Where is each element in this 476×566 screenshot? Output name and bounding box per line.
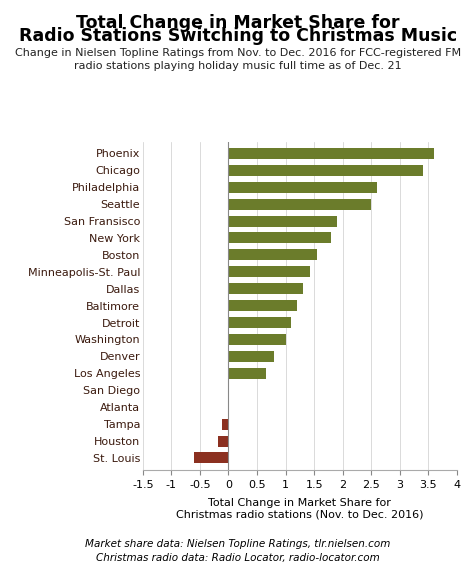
Bar	[228, 300, 297, 311]
Bar	[228, 148, 434, 159]
Text: Radio Stations Switching to Christmas Music: Radio Stations Switching to Christmas Mu…	[19, 27, 457, 45]
Bar	[228, 216, 337, 226]
Bar	[228, 199, 371, 209]
Bar	[228, 266, 309, 277]
Text: Change in Nielsen Topline Ratings from Nov. to Dec. 2016 for FCC-registered FM
r: Change in Nielsen Topline Ratings from N…	[15, 48, 461, 71]
Bar	[228, 250, 317, 260]
Bar	[228, 182, 377, 192]
Bar	[228, 165, 423, 176]
Bar	[228, 351, 274, 362]
Bar	[228, 283, 303, 294]
Bar	[228, 368, 266, 379]
Bar	[218, 435, 228, 447]
Bar	[222, 419, 228, 430]
Text: Market share data: Nielsen Topline Ratings, tlr.nielsen.com
Christmas radio data: Market share data: Nielsen Topline Ratin…	[85, 539, 391, 563]
Bar	[194, 452, 228, 464]
X-axis label: Total Change in Market Share for
Christmas radio stations (Nov. to Dec. 2016): Total Change in Market Share for Christm…	[176, 498, 424, 520]
Text: Total Change in Market Share for: Total Change in Market Share for	[76, 14, 400, 32]
Bar	[228, 334, 286, 345]
Bar	[228, 317, 291, 328]
Bar	[228, 233, 331, 243]
